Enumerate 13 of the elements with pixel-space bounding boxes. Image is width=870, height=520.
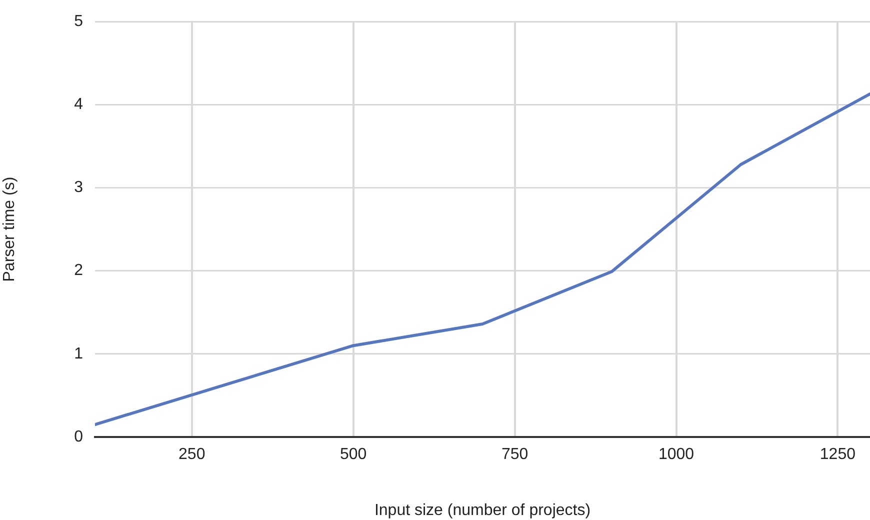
y-tick-label: 2	[74, 262, 84, 280]
y-axis-title: Parser time (s)	[1, 176, 18, 282]
x-axis-title: Input size (number of projects)	[374, 502, 591, 519]
y-tick-label: 4	[74, 96, 84, 114]
x-tick-label: 500	[340, 446, 367, 464]
y-tick-label: 3	[74, 179, 84, 196]
y-tick-label: 0	[74, 428, 84, 446]
x-tick-label: 1250	[820, 446, 856, 464]
x-tick-label: 750	[501, 446, 528, 464]
x-tick-label: 250	[178, 446, 206, 464]
y-tick-label: 1	[74, 345, 84, 362]
x-tick-label: 1000	[658, 446, 694, 464]
y-tick-label: 5	[74, 13, 84, 30]
